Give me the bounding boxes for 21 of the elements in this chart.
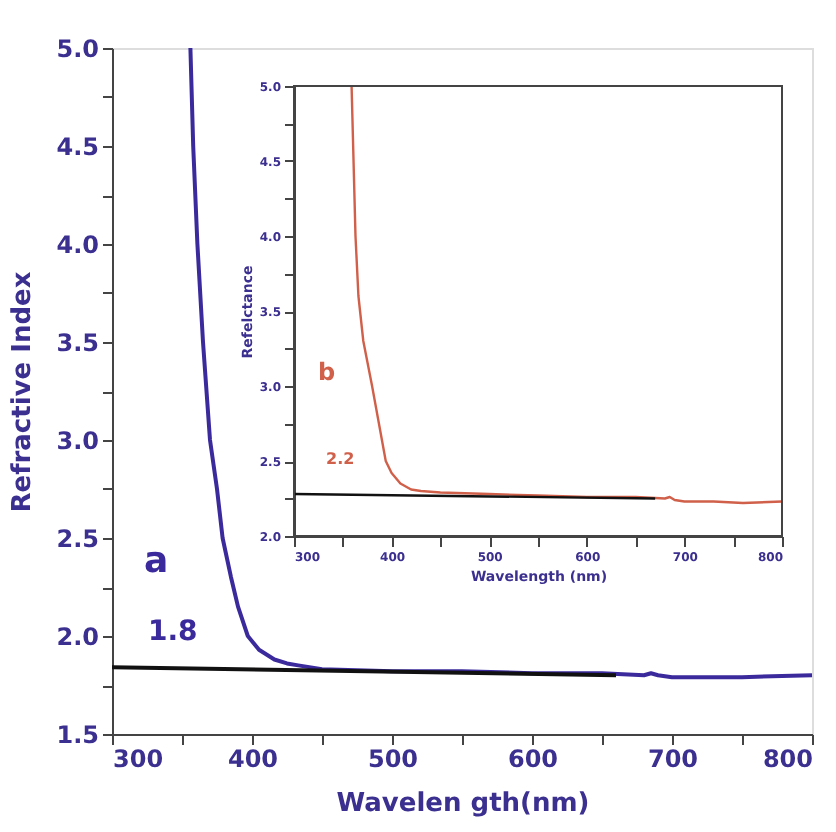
x-tick-label: 700 — [647, 745, 699, 773]
annotation: 1.8 — [148, 616, 198, 648]
line-series — [350, 84, 784, 505]
x-tick-label: 300 — [113, 745, 164, 773]
y-tick-label: 2.5 — [56, 525, 99, 553]
x-tick-label: 600 — [507, 745, 559, 773]
y-tick-label: 4.5 — [56, 133, 99, 161]
annotation: b — [318, 358, 336, 386]
y-tick-label: 1.5 — [56, 721, 99, 749]
y-tick-label: 2.0 — [56, 623, 99, 651]
y-tick-label: 3.5 — [56, 329, 99, 357]
x-tick-label: 500 — [367, 745, 419, 773]
x-tick-label: 400 — [227, 745, 279, 773]
y-tick-label: 3.0 — [56, 427, 99, 455]
y-tick-label: 5.0 — [56, 35, 99, 63]
annotation: 2.2 — [326, 450, 355, 468]
y-tick-label: 4.0 — [56, 231, 99, 259]
annotation: a — [144, 540, 169, 582]
x-axis-title: Wavelen gth(nm) — [336, 789, 590, 819]
y-axis-title: Refractive Index — [8, 270, 39, 513]
x-tick-label: 800 — [762, 745, 813, 773]
